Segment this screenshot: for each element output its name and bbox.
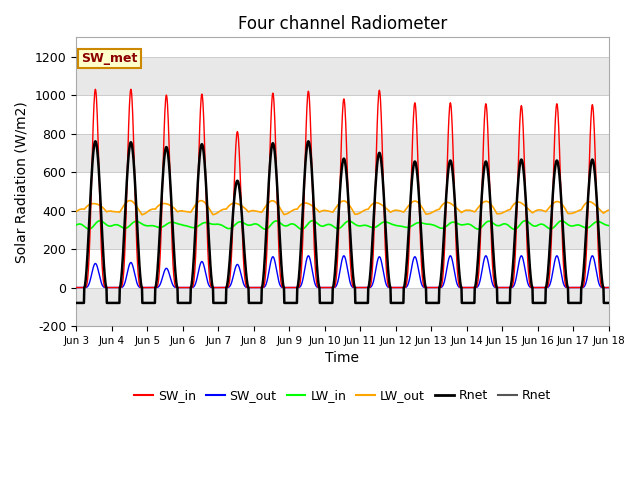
Bar: [76, 211, 609, 249]
X-axis label: Time: Time: [325, 351, 360, 365]
Y-axis label: Solar Radiation (W/m2): Solar Radiation (W/m2): [15, 101, 29, 263]
Text: SW_met: SW_met: [81, 52, 138, 65]
Bar: [76, 57, 609, 95]
Bar: [76, 133, 609, 172]
Bar: [76, 288, 609, 326]
Title: Four channel Radiometer: Four channel Radiometer: [238, 15, 447, 33]
Legend: SW_in, SW_out, LW_in, LW_out, Rnet, Rnet: SW_in, SW_out, LW_in, LW_out, Rnet, Rnet: [129, 384, 556, 407]
